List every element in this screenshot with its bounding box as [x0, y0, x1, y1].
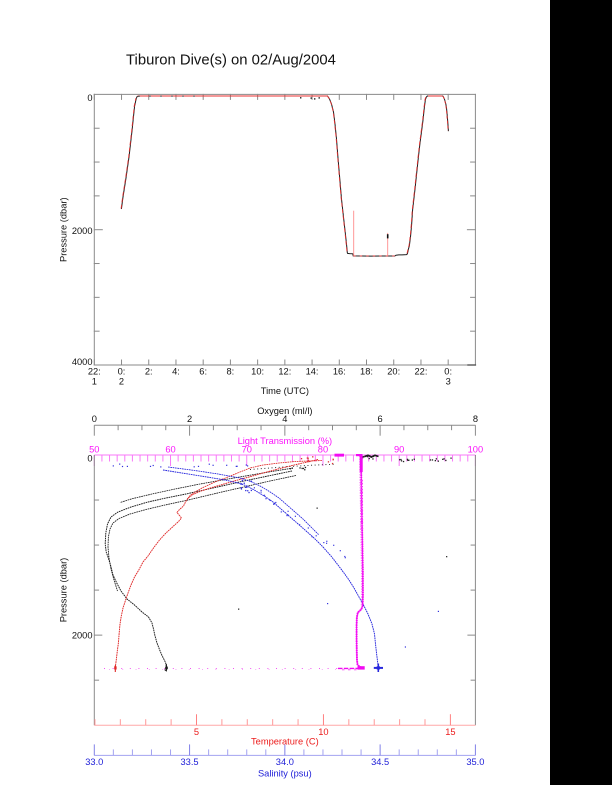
svg-text:3: 3: [446, 376, 451, 386]
svg-text:16:: 16:: [333, 367, 346, 377]
svg-text:60: 60: [165, 444, 175, 454]
svg-text:1: 1: [92, 376, 97, 386]
svg-text:50: 50: [89, 444, 99, 454]
svg-text:10: 10: [318, 727, 328, 737]
svg-text:6: 6: [378, 414, 383, 424]
svg-text:20:: 20:: [387, 367, 400, 377]
svg-text:12:: 12:: [278, 367, 291, 377]
svg-text:100: 100: [468, 444, 484, 454]
svg-text:Salinity (psu): Salinity (psu): [258, 769, 312, 779]
svg-text:Light Transmission (%): Light Transmission (%): [238, 436, 333, 446]
svg-text:Tiburon Dive(s) on 02/Aug/2004: Tiburon Dive(s) on 02/Aug/2004: [126, 53, 336, 69]
svg-text:0: 0: [87, 453, 92, 463]
svg-text:4000: 4000: [72, 357, 93, 367]
svg-text:0: 0: [92, 414, 97, 424]
svg-text:2:: 2:: [145, 367, 153, 377]
svg-text:34.5: 34.5: [371, 757, 389, 767]
svg-text:34.0: 34.0: [276, 757, 294, 767]
svg-text:2000: 2000: [72, 631, 93, 641]
svg-text:70: 70: [242, 444, 252, 454]
svg-text:2: 2: [187, 414, 192, 424]
svg-text:Pressure (dbar): Pressure (dbar): [58, 197, 68, 262]
svg-text:22:: 22:: [88, 367, 101, 377]
svg-text:Oxygen (ml/l): Oxygen (ml/l): [257, 406, 312, 416]
svg-text:0:: 0:: [118, 367, 126, 377]
svg-text:80: 80: [318, 444, 328, 454]
svg-text:14:: 14:: [306, 367, 319, 377]
svg-text:33.5: 33.5: [181, 757, 199, 767]
svg-text:22:: 22:: [414, 367, 427, 377]
svg-text:2000: 2000: [72, 226, 93, 236]
svg-text:15: 15: [445, 727, 455, 737]
svg-text:Pressure (dbar): Pressure (dbar): [58, 558, 68, 623]
svg-text:4: 4: [282, 414, 287, 424]
svg-text:33.0: 33.0: [85, 757, 103, 767]
svg-text:35.0: 35.0: [466, 757, 484, 767]
svg-text:10:: 10:: [251, 367, 264, 377]
svg-text:4:: 4:: [172, 367, 180, 377]
svg-text:5: 5: [194, 727, 199, 737]
svg-text:18:: 18:: [360, 367, 373, 377]
svg-text:8: 8: [473, 414, 478, 424]
svg-text:Time (UTC): Time (UTC): [261, 386, 309, 396]
svg-text:2: 2: [119, 376, 124, 386]
svg-text:8:: 8:: [227, 367, 235, 377]
svg-text:Temperature (C): Temperature (C): [251, 736, 319, 746]
svg-text:0: 0: [87, 93, 92, 103]
svg-text:0:: 0:: [444, 367, 452, 377]
svg-text:6:: 6:: [199, 367, 207, 377]
svg-text:90: 90: [394, 444, 404, 454]
